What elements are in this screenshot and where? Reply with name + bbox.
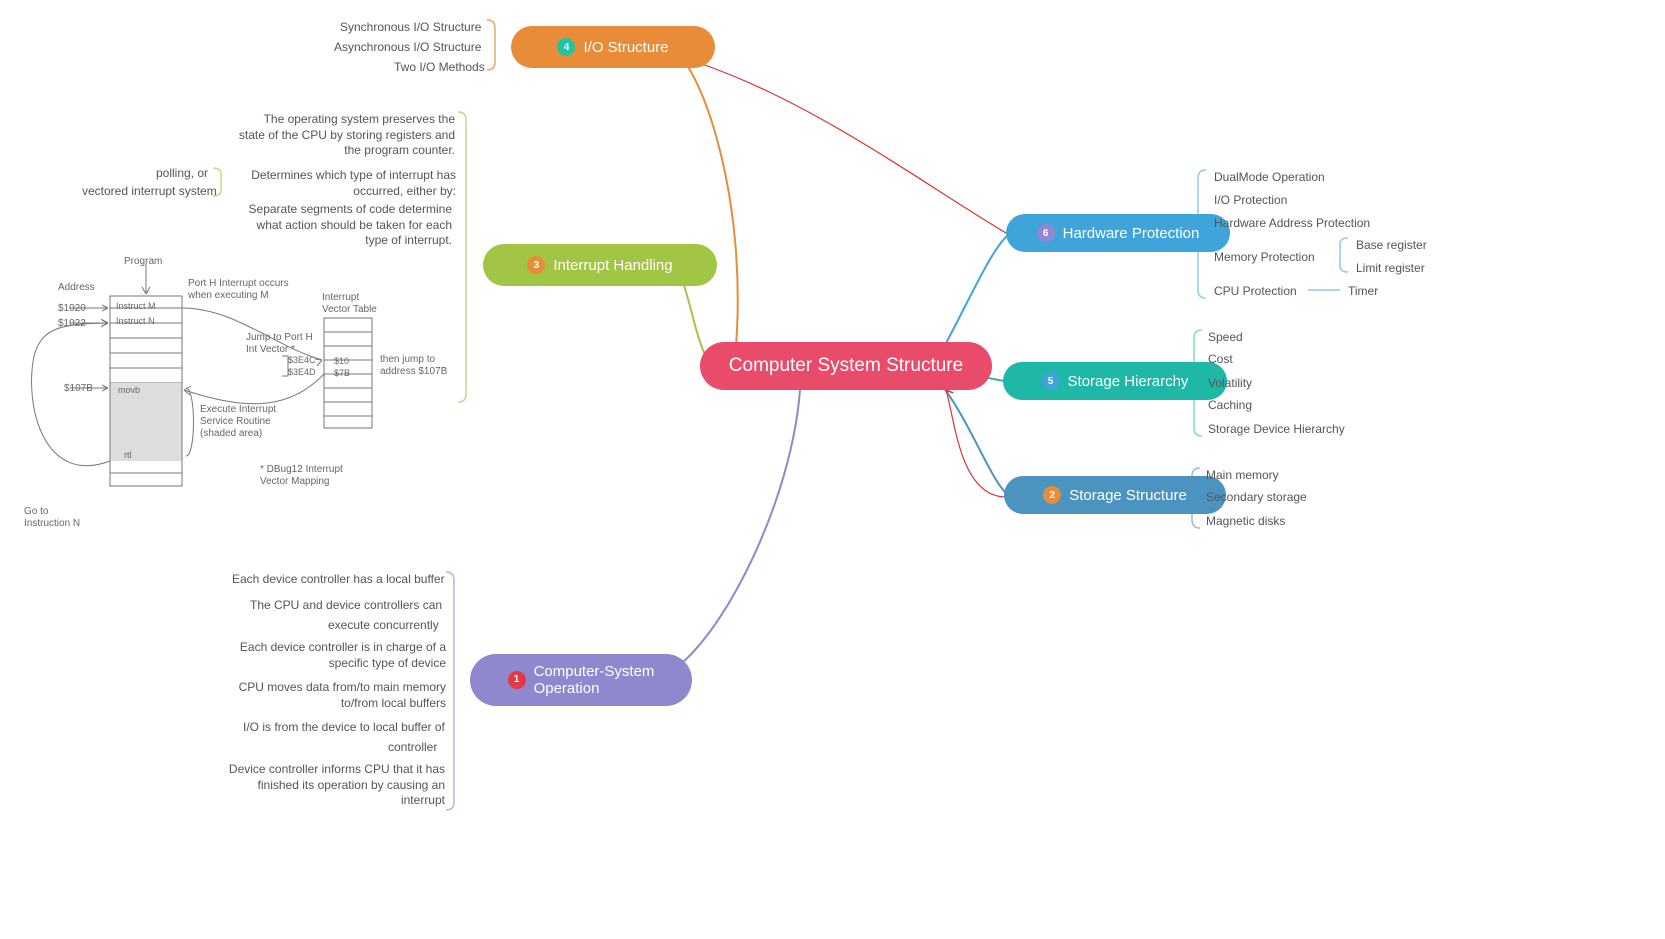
branch-io: 4 I/O Structure (511, 26, 715, 68)
branch-badge: 6 (1037, 224, 1055, 242)
branch-sh: 5 Storage Hierarchy (1003, 362, 1227, 400)
svg-text:(shaded area): (shaded area) (200, 428, 262, 439)
leaf-text: Synchronous I/O Structure (340, 20, 481, 36)
leaf-text: I/O is from the device to local buffer o… (243, 720, 445, 736)
svg-text:$7B: $7B (334, 368, 350, 378)
branch-hw: 6 Hardware Protection (1006, 214, 1230, 252)
center-label: Computer System Structure (729, 355, 963, 377)
svg-text:$3E4C: $3E4C (288, 355, 316, 365)
leaf-text: Determines which type of interrupt has o… (236, 168, 456, 199)
svg-text:Instruct N: Instruct N (116, 316, 155, 326)
branch-badge: 3 (527, 256, 545, 274)
leaf-text: Memory Protection (1214, 250, 1315, 266)
svg-text:Vector Mapping: Vector Mapping (260, 476, 330, 487)
svg-text:Go to: Go to (24, 506, 49, 517)
svg-text:$1020: $1020 (58, 303, 86, 314)
leaf-text: Magnetic disks (1206, 514, 1285, 530)
leaf-text: DualMode Operation (1214, 170, 1325, 186)
branch-interrupt: 3 Interrupt Handling (483, 244, 717, 286)
leaf-text: CPU Protection (1214, 284, 1297, 300)
leaf-text: Asynchronous I/O Structure (334, 40, 481, 56)
branch-label: Interrupt Handling (553, 257, 672, 274)
svg-text:movb: movb (118, 385, 140, 395)
leaf-text: The CPU and device controllers can (250, 598, 442, 614)
leaf-text: The operating system preserves the state… (235, 112, 455, 159)
svg-text:address $107B: address $107B (380, 366, 448, 377)
branch-badge: 1 (508, 671, 526, 689)
leaf-text: execute concurrently (328, 618, 439, 634)
leaf-text: CPU moves data from/to main memory to/fr… (231, 680, 446, 711)
branch-ss: 2 Storage Structure (1004, 476, 1226, 514)
svg-text:Execute Interrupt: Execute Interrupt (200, 404, 276, 415)
svg-text:$3E4D: $3E4D (288, 367, 316, 377)
leaf-text: Caching (1208, 398, 1252, 414)
leaf-text: Main memory (1206, 468, 1279, 484)
branch-label: Storage Hierarchy (1068, 373, 1189, 390)
svg-text:when executing M: when executing M (187, 290, 269, 301)
leaf-text: vectored interrupt system (82, 184, 217, 200)
interrupt-diagram: Program Address $1020 $1022 $107B Instru… (24, 256, 464, 536)
center-node: Computer System Structure (700, 342, 992, 390)
leaf-text: Secondary storage (1206, 490, 1307, 506)
branch-badge: 4 (557, 38, 575, 56)
svg-text:then jump to: then jump to (380, 354, 435, 365)
svg-text:* DBug12 Interrupt: * DBug12 Interrupt (260, 464, 343, 475)
svg-text:Vector Table: Vector Table (322, 304, 377, 315)
branch-badge: 5 (1042, 372, 1060, 390)
branch-label: Hardware Protection (1063, 225, 1200, 242)
leaf-text: polling, or (156, 166, 208, 182)
leaf-text: Limit register (1356, 261, 1425, 277)
leaf-text: Two I/O Methods (394, 60, 485, 76)
leaf-text: Base register (1356, 238, 1427, 254)
svg-text:Instruct M: Instruct M (116, 301, 156, 311)
svg-text:Service Routine: Service Routine (200, 416, 271, 427)
svg-text:rtl: rtl (124, 450, 132, 460)
svg-text:$1022: $1022 (58, 318, 86, 329)
svg-text:Instruction N: Instruction N (24, 518, 80, 529)
leaf-text: I/O Protection (1214, 193, 1287, 209)
branch-label: Computer-SystemOperation (534, 663, 655, 698)
leaf-text: Volatility (1208, 376, 1252, 392)
leaf-text: Each device controller is in charge of a… (231, 640, 446, 671)
branch-label: I/O Structure (583, 39, 668, 56)
leaf-text: Speed (1208, 330, 1243, 346)
leaf-text: Device controller informs CPU that it ha… (225, 762, 445, 809)
leaf-text: Timer (1348, 284, 1378, 300)
leaf-text: Hardware Address Protection (1214, 216, 1370, 232)
svg-text:Int Vector *: Int Vector * (246, 344, 295, 355)
leaf-text: Separate segments of code determine what… (232, 202, 452, 249)
branch-badge: 2 (1043, 486, 1061, 504)
svg-text:Program: Program (124, 256, 162, 267)
svg-text:Port H Interrupt occurs: Port H Interrupt occurs (188, 278, 289, 289)
svg-text:$107B: $107B (64, 383, 93, 394)
svg-text:$10: $10 (334, 356, 349, 366)
leaf-text: Storage Device Hierarchy (1208, 422, 1345, 438)
leaf-text: controller (388, 740, 437, 756)
svg-text:Jump to Port H: Jump to Port H (246, 332, 313, 343)
svg-text:Address: Address (58, 282, 95, 293)
branch-cso: 1 Computer-SystemOperation (470, 654, 692, 706)
leaf-text: Cost (1208, 352, 1233, 368)
branch-label: Storage Structure (1069, 487, 1187, 504)
svg-text:Interrupt: Interrupt (322, 292, 359, 303)
leaf-text: Each device controller has a local buffe… (232, 572, 445, 588)
